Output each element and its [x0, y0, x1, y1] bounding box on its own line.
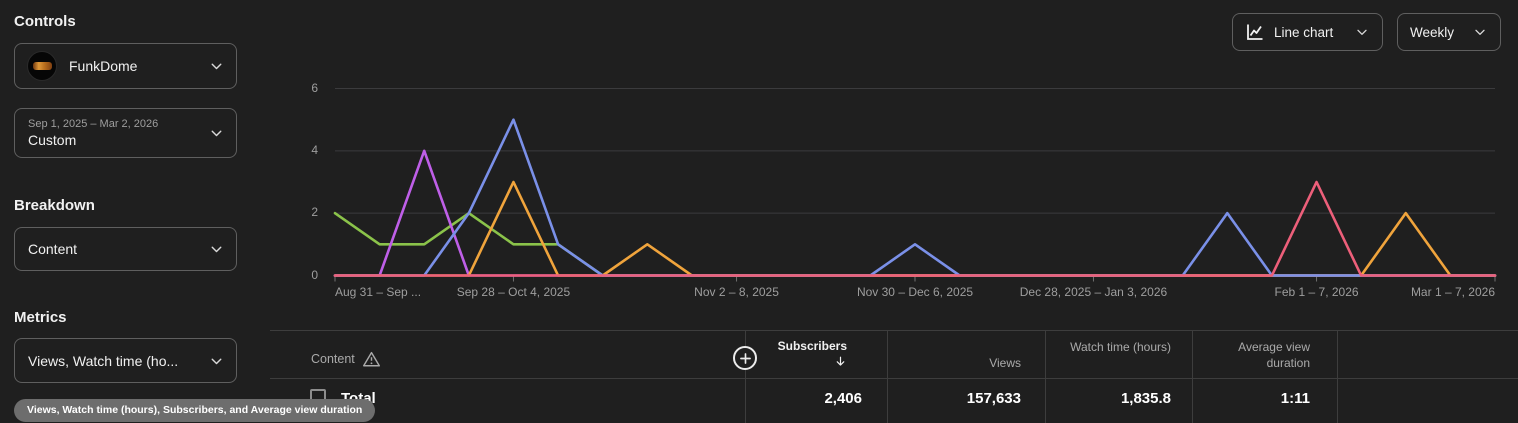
y-axis-label: 2 [311, 205, 318, 220]
chart-type-selector[interactable]: Line chart [1232, 13, 1383, 51]
warning-icon [362, 351, 380, 367]
chevron-down-icon [208, 352, 225, 369]
column-divider [745, 330, 746, 423]
date-range-text: Sep 1, 2025 – Mar 2, 2026 [28, 118, 159, 130]
series-line-content-green [333, 211, 1497, 277]
metrics-value: Views, Watch time (ho... [28, 352, 179, 369]
channel-avatar [27, 51, 57, 81]
chevron-down-icon [1472, 24, 1488, 40]
x-axis-label: Nov 30 – Dec 6, 2025 [856, 285, 974, 299]
column-header-subscribers[interactable]: Subscribers [767, 338, 847, 370]
series-line-content-purple [333, 149, 1497, 277]
y-axis-label: 6 [311, 80, 318, 95]
date-range-preset: Custom [28, 132, 77, 148]
chevron-down-icon [208, 125, 225, 142]
series-line-content-pink [333, 180, 1497, 277]
watch-time-column-label: Watch time (hours) [1070, 340, 1171, 354]
plus-icon [739, 352, 751, 364]
series-line-content-orange [333, 180, 1497, 277]
breakdown-heading: Breakdown [14, 197, 95, 214]
chevron-down-icon [208, 58, 225, 75]
avg-view-duration-column-label: Average view duration [1238, 340, 1310, 370]
total-subscribers: 2,406 [824, 390, 862, 407]
line-chart-icon [1245, 22, 1265, 42]
content-column-label: Content [311, 352, 355, 366]
breakdown-value: Content [28, 241, 78, 257]
views-column-label: Views [989, 356, 1021, 370]
x-axis-label: Sep 28 – Oct 4, 2025 [456, 285, 571, 299]
x-axis-label: Mar 1 – 7, 2026 [1410, 285, 1495, 299]
x-axis-label: Aug 31 – Sep ... [335, 285, 422, 299]
column-header-views[interactable]: Views [887, 355, 1021, 371]
x-axis-label: Dec 28, 2025 – Jan 3, 2026 [1019, 285, 1168, 299]
total-views: 157,633 [966, 390, 1021, 407]
x-axis-label: Feb 1 – 7, 2026 [1274, 285, 1359, 299]
total-watch-time: 1,835.8 [1120, 390, 1171, 407]
series-line-content-blue [333, 118, 1497, 277]
column-divider [1337, 330, 1338, 423]
chevron-down-icon [1354, 24, 1370, 40]
column-header-content[interactable]: Content [311, 351, 380, 367]
breakdown-selector[interactable]: Content [14, 227, 237, 271]
channel-name: FunkDome [69, 58, 138, 74]
x-axis-label: Nov 2 – 8, 2025 [694, 285, 779, 299]
metrics-selector[interactable]: Views, Watch time (ho... [14, 338, 237, 383]
channel-logo-icon [32, 62, 52, 70]
column-divider [1045, 330, 1046, 423]
sort-desc-arrow-icon [834, 355, 847, 368]
interval-label: Weekly [1410, 24, 1455, 40]
column-divider [1192, 330, 1193, 423]
total-avg-view-duration: 1:11 [1280, 390, 1310, 407]
interval-selector[interactable]: Weekly [1397, 13, 1501, 51]
y-axis-label: 4 [311, 142, 318, 157]
table-top-divider [270, 330, 1518, 331]
subscribers-column-label: Subscribers [777, 339, 847, 353]
table-header-divider [270, 378, 1518, 379]
chart-type-label: Line chart [1274, 24, 1334, 40]
column-header-avg-view-duration[interactable]: Average view duration [1192, 339, 1310, 371]
date-range-selector[interactable]: Sep 1, 2025 – Mar 2, 2026 Custom [14, 108, 237, 158]
y-axis-label: 0 [311, 267, 318, 282]
column-header-watch-time[interactable]: Watch time (hours) [1045, 339, 1171, 355]
metrics-heading: Metrics [14, 309, 67, 326]
column-divider [887, 330, 888, 423]
chevron-down-icon [208, 241, 225, 258]
channel-selector[interactable]: FunkDome [14, 43, 237, 89]
add-metric-column-button[interactable] [733, 346, 757, 370]
controls-heading: Controls [14, 13, 76, 30]
metrics-tooltip: Views, Watch time (hours), Subscribers, … [14, 399, 376, 422]
